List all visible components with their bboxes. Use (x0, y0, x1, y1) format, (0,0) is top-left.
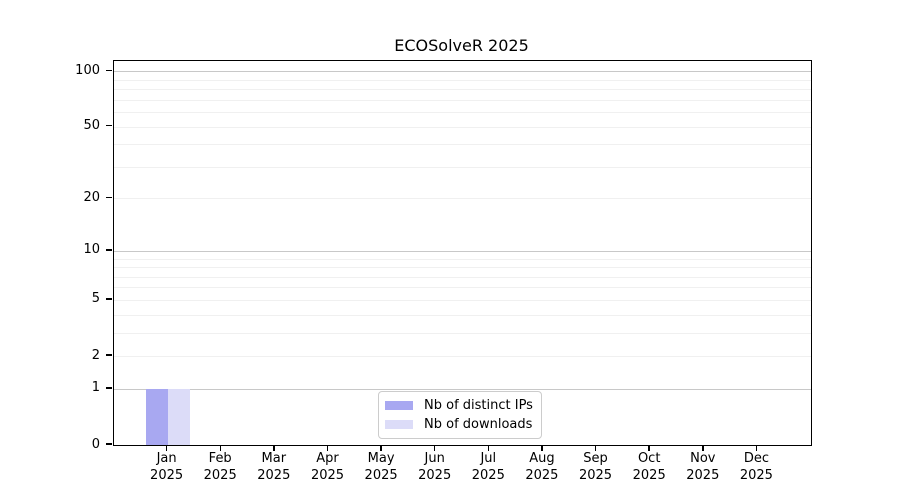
y-tick-label: 2 (91, 347, 100, 363)
legend-label-distinct-ips: Nb of distinct IPs (424, 397, 533, 413)
x-tick-label: Dec 2025 (739, 451, 773, 483)
legend-swatch-distinct-ips (385, 400, 413, 410)
y-tick (106, 354, 112, 356)
x-tick (326, 445, 329, 451)
x-tick-label: Jan 2025 (150, 451, 184, 483)
y-tick (106, 298, 112, 300)
gridline-major (114, 71, 811, 73)
x-tick (273, 445, 275, 451)
y-tick-label: 1 (91, 380, 100, 396)
y-tick-label: 0 (91, 436, 100, 452)
gridline-minor (114, 356, 811, 357)
gridline-minor (114, 112, 811, 114)
gridline-minor (114, 276, 811, 278)
y-tick (106, 387, 112, 389)
legend-item: Nb of downloads (385, 415, 533, 433)
gridline-minor (114, 166, 811, 168)
x-tick (594, 445, 597, 451)
y-tick (106, 69, 112, 71)
y-tick (106, 196, 112, 199)
x-tick-label: Oct 2025 (632, 451, 666, 483)
chart-title: ECOSolveR 2025 (394, 36, 529, 55)
bar-distinct-ips (145, 388, 168, 445)
y-tick (106, 249, 112, 251)
y-tick (106, 124, 112, 127)
gridline-minor (114, 299, 811, 301)
x-tick (755, 445, 758, 451)
x-tick (702, 445, 704, 451)
gridline-minor (114, 314, 811, 316)
gridline-minor (114, 144, 811, 146)
x-tick-label: Aug 2025 (525, 451, 559, 483)
x-tick (380, 445, 382, 451)
legend-item: Nb of distinct IPs (385, 396, 533, 414)
x-tick-label: Apr 2025 (310, 451, 345, 483)
y-tick-label: 20 (83, 189, 100, 205)
y-tick-label: 50 (83, 118, 100, 134)
x-tick (541, 445, 543, 451)
gridline-minor (114, 332, 811, 334)
bar-downloads (167, 388, 190, 445)
gridline-minor (114, 126, 811, 128)
x-tick (487, 445, 490, 451)
y-tick (106, 443, 112, 445)
legend-swatch-downloads (385, 419, 413, 429)
legend-label-downloads: Nb of downloads (424, 416, 533, 432)
x-tick-label: Feb 2025 (203, 451, 237, 483)
gridline-major (114, 388, 811, 390)
x-tick (165, 445, 168, 451)
y-tick-label: 10 (83, 242, 100, 258)
x-tick-label: Jul 2025 (471, 451, 505, 483)
gridline-minor (114, 198, 811, 200)
legend: Nb of distinct IPs Nb of downloads (378, 391, 542, 439)
x-tick-label: Sep 2025 (578, 451, 613, 483)
y-tick-label: 100 (75, 62, 100, 78)
x-tick-label: Mar 2025 (257, 451, 291, 483)
gridline-minor (114, 287, 811, 289)
x-tick (648, 445, 650, 451)
x-tick (219, 445, 221, 451)
gridline-minor (114, 99, 811, 101)
x-tick-label: May 2025 (364, 451, 398, 483)
gridline-minor (114, 89, 811, 91)
y-tick-label: 5 (91, 291, 100, 307)
gridline-minor (114, 258, 811, 260)
gridline-major (114, 250, 811, 252)
plot-area (113, 60, 812, 446)
gridline-minor (114, 79, 811, 81)
x-tick (433, 445, 436, 451)
x-tick-label: Nov 2025 (686, 451, 720, 483)
x-tick-label: Jun 2025 (418, 451, 452, 483)
gridline-minor (114, 267, 811, 269)
